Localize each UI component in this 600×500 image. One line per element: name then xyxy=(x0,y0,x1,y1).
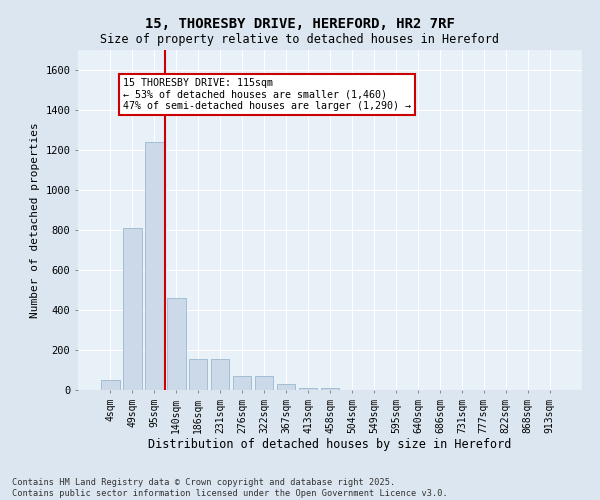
Bar xyxy=(299,388,317,390)
Y-axis label: Number of detached properties: Number of detached properties xyxy=(30,122,40,318)
Text: Size of property relative to detached houses in Hereford: Size of property relative to detached ho… xyxy=(101,32,499,46)
Bar xyxy=(189,359,208,390)
Bar xyxy=(123,228,142,390)
Bar xyxy=(101,380,119,390)
Bar xyxy=(320,388,340,390)
Bar xyxy=(145,142,164,390)
Text: Contains HM Land Registry data © Crown copyright and database right 2025.
Contai: Contains HM Land Registry data © Crown c… xyxy=(12,478,448,498)
Bar xyxy=(277,384,295,390)
Bar xyxy=(211,359,229,390)
Bar xyxy=(255,376,274,390)
Text: 15 THORESBY DRIVE: 115sqm
← 53% of detached houses are smaller (1,460)
47% of se: 15 THORESBY DRIVE: 115sqm ← 53% of detac… xyxy=(124,78,412,111)
X-axis label: Distribution of detached houses by size in Hereford: Distribution of detached houses by size … xyxy=(148,438,512,452)
Bar xyxy=(167,298,185,390)
Bar xyxy=(233,376,251,390)
Text: 15, THORESBY DRIVE, HEREFORD, HR2 7RF: 15, THORESBY DRIVE, HEREFORD, HR2 7RF xyxy=(145,18,455,32)
